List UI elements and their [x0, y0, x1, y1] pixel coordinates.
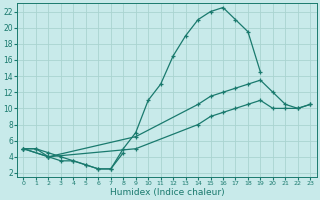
X-axis label: Humidex (Indice chaleur): Humidex (Indice chaleur)	[109, 188, 224, 197]
